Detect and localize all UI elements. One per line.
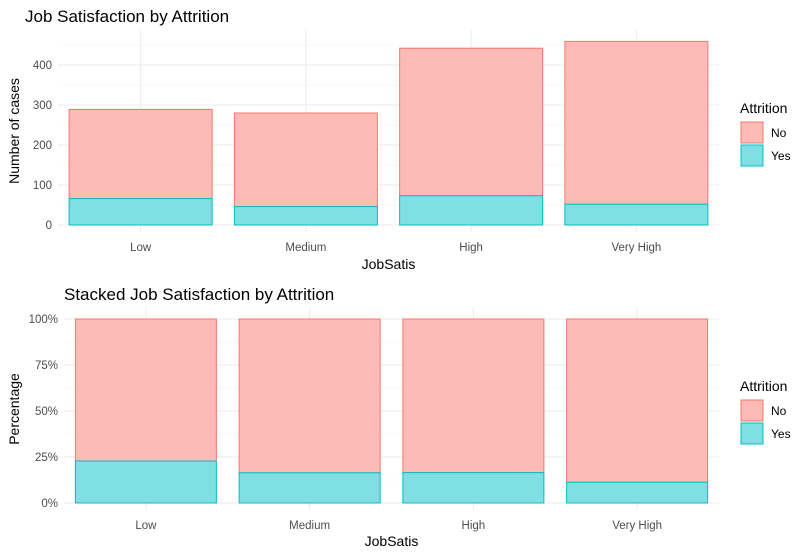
legend-key-no	[740, 121, 764, 144]
y-tick-label: 100	[33, 180, 52, 192]
bar-no-high	[399, 47, 544, 197]
x-tick-label: Medium	[289, 520, 330, 532]
bar-yes-very-high	[564, 203, 709, 226]
legend-label-yes: Yes	[771, 149, 791, 163]
x-tick-label: High	[462, 520, 486, 532]
x-tick-label: Very High	[612, 520, 662, 532]
bar-yes-very-high	[566, 481, 709, 504]
chart-title: Stacked Job Satisfaction by Attrition	[64, 285, 334, 304]
x-tick-label: Very High	[611, 242, 661, 254]
x-axis-title: JobSatis	[365, 533, 419, 549]
bar-yes-high	[399, 195, 544, 226]
bar-no-medium	[233, 112, 378, 208]
legend-title: Attrition	[740, 100, 787, 116]
bar-no-low	[74, 318, 217, 462]
legend: Attrition No Yes	[740, 378, 791, 445]
bar-no-low	[68, 108, 213, 200]
x-tick-label: Low	[135, 520, 157, 532]
x-tick-label: Low	[130, 242, 152, 254]
legend-key-no	[740, 399, 764, 422]
y-tick-label: 0	[46, 220, 52, 232]
y-tick-label: 100%	[29, 314, 58, 326]
y-tick-label: 75%	[35, 360, 58, 372]
y-tick-label: 0%	[41, 498, 58, 510]
bar-no-high	[402, 318, 545, 474]
x-tick-label: High	[459, 242, 483, 254]
legend-key-yes	[740, 144, 764, 167]
x-axis-title: JobSatis	[362, 256, 416, 272]
bar-yes-low	[68, 198, 213, 226]
y-axis-title: Percentage	[6, 373, 22, 445]
legend: Attrition No Yes	[740, 100, 791, 167]
bar-no-medium	[238, 318, 381, 474]
bar-no-very-high	[564, 40, 709, 205]
bar-yes-medium	[233, 206, 378, 226]
y-axis-title: Number of cases	[6, 78, 22, 184]
y-tick-label: 200	[33, 140, 52, 152]
y-tick-label: 50%	[35, 406, 58, 418]
legend-label-no: No	[771, 404, 787, 418]
bar-yes-medium	[238, 472, 381, 504]
y-tick-label: 400	[33, 60, 52, 72]
x-tick-label: Medium	[285, 242, 326, 254]
bar-yes-low	[74, 460, 217, 504]
chart-title: Job Satisfaction by Attrition	[25, 7, 229, 26]
y-tick-label: 300	[33, 100, 52, 112]
chart-1: Low Medium High Very High 0 100 200 300 400 Job S…	[6, 7, 791, 272]
chart-2: Low Medium High Very High 0% 25% 50% 75% 100% Sta…	[6, 285, 791, 549]
y-tick-label: 25%	[35, 452, 58, 464]
legend-label-yes: Yes	[771, 427, 791, 441]
bar-no-very-high	[566, 318, 709, 483]
legend-label-no: No	[771, 126, 787, 140]
legend-title: Attrition	[740, 378, 787, 394]
bar-yes-high	[402, 472, 545, 504]
legend-key-yes	[740, 422, 764, 445]
